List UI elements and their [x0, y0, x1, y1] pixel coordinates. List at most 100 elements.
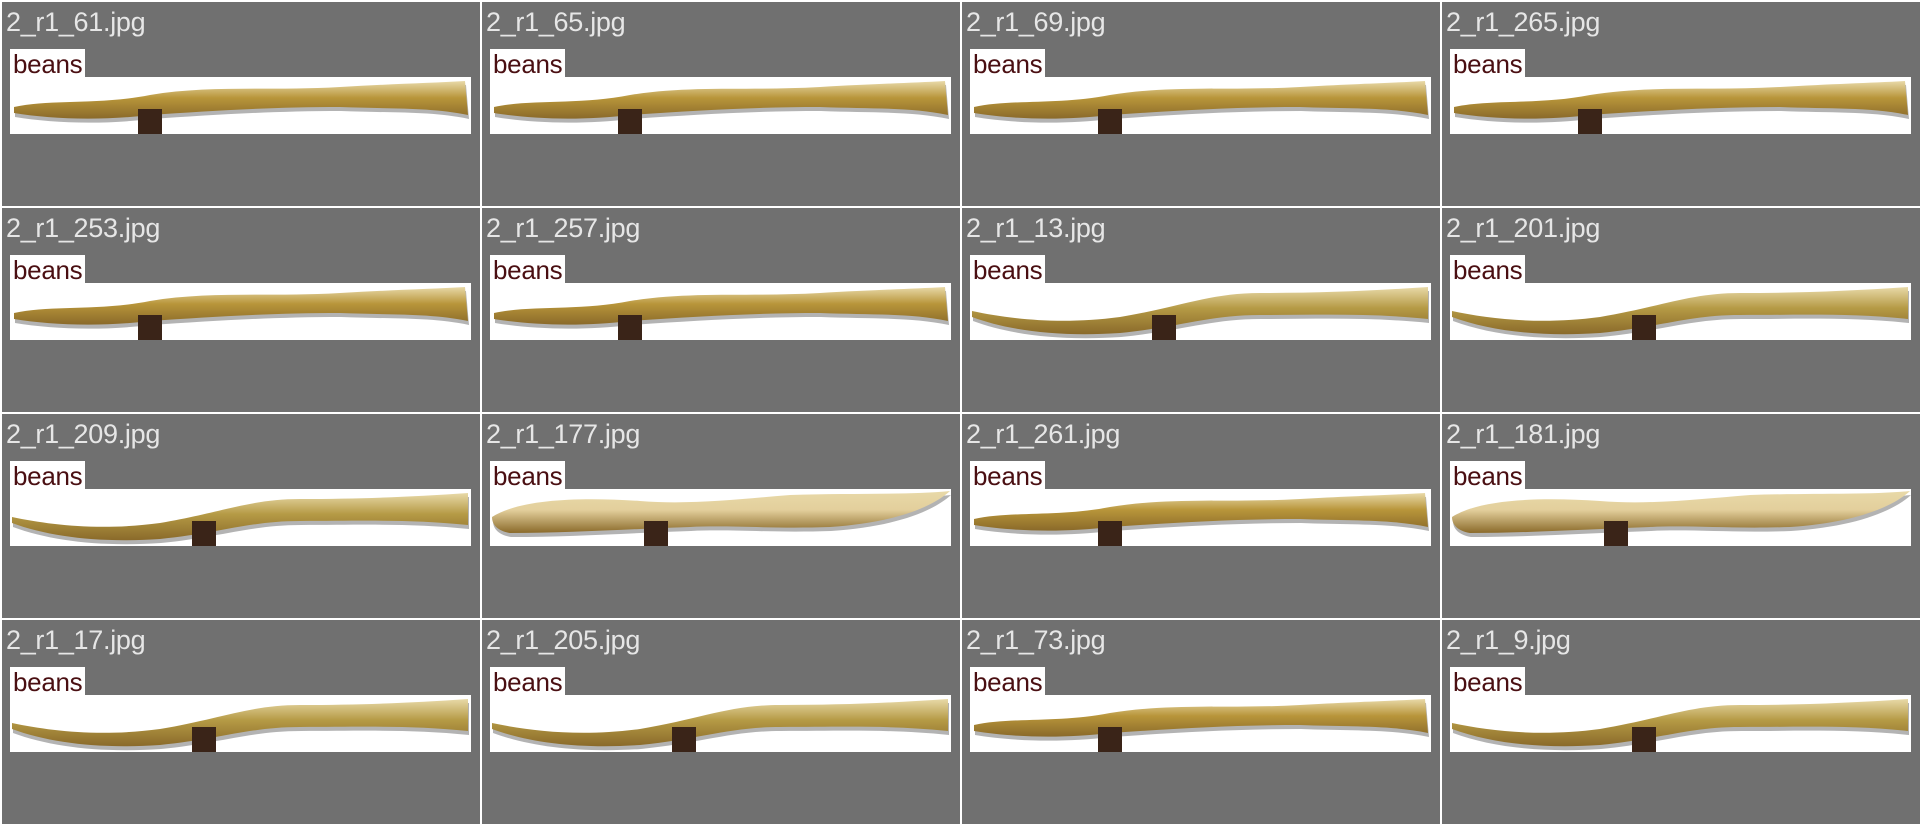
bean-stem — [1152, 315, 1176, 340]
class-label: beans — [490, 461, 566, 491]
bean-image — [1452, 491, 1911, 546]
bean-image — [492, 491, 951, 546]
filename-label: 2_r1_209.jpg — [6, 419, 161, 449]
bean-pod — [974, 699, 1428, 737]
bean-image — [974, 81, 1429, 134]
filename-label: 2_r1_201.jpg — [1446, 213, 1601, 243]
bean-thumbnail — [490, 283, 951, 340]
filename-label: 2_r1_73.jpg — [966, 625, 1106, 655]
image-tile[interactable]: 2_r1_13.jpg beans — [962, 208, 1440, 412]
bean-thumbnail — [490, 489, 951, 546]
filename-label: 2_r1_9.jpg — [1446, 625, 1571, 655]
class-label: beans — [490, 255, 566, 285]
class-label: beans — [490, 49, 566, 79]
bean-image — [974, 699, 1429, 752]
class-label: beans — [10, 667, 86, 697]
filename-label: 2_r1_69.jpg — [966, 7, 1106, 37]
bean-pod — [974, 81, 1428, 119]
filename-label: 2_r1_181.jpg — [1446, 419, 1601, 449]
class-label: beans — [1450, 255, 1526, 285]
bean-stem — [1632, 315, 1656, 340]
bean-image — [494, 81, 949, 134]
filename-label: 2_r1_65.jpg — [486, 7, 626, 37]
bean-stem — [138, 315, 162, 340]
bean-pod — [492, 491, 950, 533]
bean-thumbnail — [970, 695, 1431, 752]
bean-pod — [492, 699, 948, 747]
class-label: beans — [970, 255, 1046, 285]
bean-stem — [192, 521, 216, 546]
class-label: beans — [490, 667, 566, 697]
bean-pod — [972, 287, 1428, 335]
bean-thumbnail — [490, 695, 951, 752]
bean-stem — [1098, 521, 1122, 546]
bean-pod — [1452, 699, 1908, 747]
bean-thumbnail — [1450, 77, 1911, 134]
bean-thumbnail — [10, 695, 471, 752]
bean-pod — [1452, 491, 1910, 533]
bean-pod — [12, 699, 468, 747]
bean-stem — [1098, 727, 1122, 752]
bean-stem — [138, 109, 162, 134]
filename-label: 2_r1_17.jpg — [6, 625, 146, 655]
bean-image — [972, 287, 1429, 340]
bean-pod — [494, 81, 948, 119]
class-label: beans — [10, 461, 86, 491]
image-tile[interactable]: 2_r1_61.jpg beans — [2, 2, 480, 206]
bean-pod — [1452, 287, 1908, 335]
bean-stem — [1632, 727, 1656, 752]
class-label: beans — [1450, 461, 1526, 491]
class-label: beans — [970, 461, 1046, 491]
bean-thumbnail — [10, 489, 471, 546]
class-label: beans — [1450, 49, 1526, 79]
image-tile[interactable]: 2_r1_205.jpg beans — [482, 620, 960, 824]
bean-thumbnail — [970, 77, 1431, 134]
bean-thumbnail — [970, 489, 1431, 546]
bean-stem — [672, 727, 696, 752]
filename-label: 2_r1_253.jpg — [6, 213, 161, 243]
bean-thumbnail — [10, 283, 471, 340]
bean-thumbnail — [970, 283, 1431, 340]
bean-stem — [1098, 109, 1122, 134]
bean-image — [492, 699, 949, 752]
bean-thumbnail — [1450, 695, 1911, 752]
bean-thumbnail — [1450, 283, 1911, 340]
class-label: beans — [10, 49, 86, 79]
filename-label: 2_r1_177.jpg — [486, 419, 641, 449]
class-label: beans — [970, 667, 1046, 697]
bean-thumbnail — [10, 77, 471, 134]
bean-thumbnail — [490, 77, 951, 134]
filename-label: 2_r1_265.jpg — [1446, 7, 1601, 37]
bean-stem — [192, 727, 216, 752]
bean-pod — [494, 287, 948, 325]
bean-image — [14, 81, 469, 134]
bean-image — [1454, 81, 1909, 134]
bean-image — [12, 699, 469, 752]
bean-image — [1452, 699, 1909, 752]
bean-image — [12, 493, 469, 546]
bean-pod — [14, 81, 468, 119]
class-label: beans — [10, 255, 86, 285]
bean-pod — [12, 493, 468, 541]
bean-stem — [1578, 109, 1602, 134]
bean-stem — [1604, 521, 1628, 546]
class-label: beans — [1450, 667, 1526, 697]
class-label: beans — [970, 49, 1046, 79]
filename-label: 2_r1_257.jpg — [486, 213, 641, 243]
filename-label: 2_r1_261.jpg — [966, 419, 1121, 449]
bean-pod — [14, 287, 468, 325]
